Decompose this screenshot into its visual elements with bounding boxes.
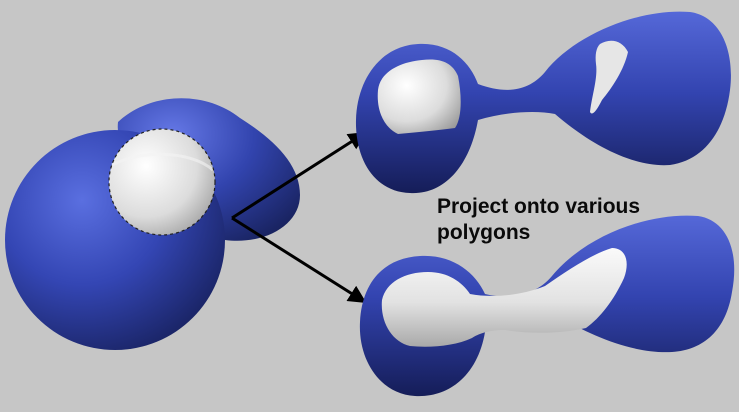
arrow-to-bottom (231, 216, 367, 304)
caption-line-2: polygons (437, 221, 531, 244)
selection-patch (108, 128, 216, 236)
bottom-projected-patch (381, 248, 627, 347)
arrow-to-top (231, 131, 367, 220)
caption: Project onto various polygons (437, 194, 717, 246)
caption-line-1: Project onto various (437, 195, 641, 218)
projection-arrows (231, 131, 367, 304)
top-dumbbell-body (355, 11, 731, 194)
target-shape-bottom (359, 215, 735, 397)
top-projected-patch (377, 59, 461, 134)
target-shape-top (355, 11, 731, 194)
top-rear-patch (590, 40, 628, 114)
source-shape (5, 98, 300, 350)
